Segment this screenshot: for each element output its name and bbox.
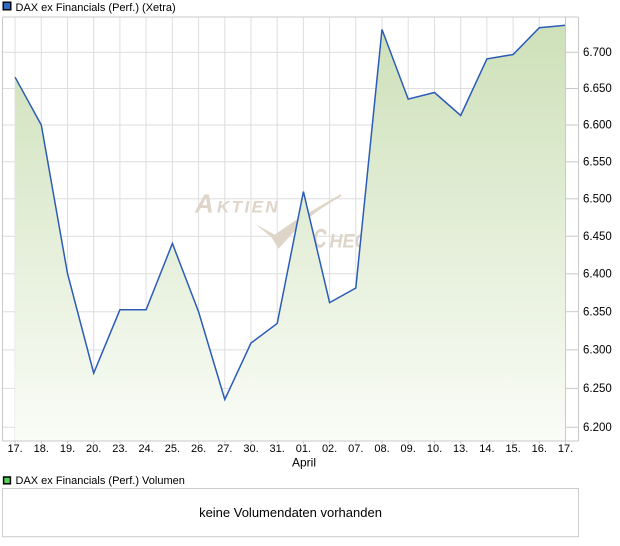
svg-text:6.350: 6.350 [583,306,612,318]
svg-text:01.: 01. [296,443,311,455]
svg-text:27.: 27. [217,443,232,455]
svg-text:17.: 17. [558,443,573,455]
svg-text:17.: 17. [7,443,22,455]
svg-text:6.400: 6.400 [583,269,612,281]
svg-text:keine Volumendaten vorhanden: keine Volumendaten vorhanden [199,505,382,520]
svg-text:6.450: 6.450 [583,231,612,243]
svg-text:6.650: 6.650 [583,83,612,95]
svg-text:18.: 18. [34,443,49,455]
svg-text:DAX ex Financials (Perf.) Volu: DAX ex Financials (Perf.) Volumen [16,475,185,487]
svg-text:6.700: 6.700 [583,47,612,59]
svg-text:April: April [292,455,316,469]
svg-text:14.: 14. [479,443,494,455]
svg-text:13.: 13. [453,443,468,455]
svg-text:19.: 19. [60,443,75,455]
svg-text:31.: 31. [270,443,285,455]
svg-text:A: A [194,188,214,218]
svg-text:6.500: 6.500 [583,194,612,206]
svg-text:6.200: 6.200 [583,422,612,434]
svg-text:DAX ex Financials (Perf.) (Xet: DAX ex Financials (Perf.) (Xetra) [16,2,176,14]
svg-text:6.550: 6.550 [583,157,612,169]
svg-text:02.: 02. [322,443,337,455]
svg-text:6.300: 6.300 [583,345,612,357]
svg-text:30.: 30. [243,443,258,455]
svg-text:KTIEN: KTIEN [217,197,280,216]
svg-text:10.: 10. [427,443,442,455]
svg-text:09.: 09. [401,443,416,455]
svg-text:08.: 08. [374,443,389,455]
svg-text:6.250: 6.250 [583,383,612,395]
svg-text:20.: 20. [86,443,101,455]
svg-text:24.: 24. [138,443,153,455]
svg-text:23.: 23. [112,443,127,455]
svg-text:15.: 15. [505,443,520,455]
svg-text:16.: 16. [532,443,547,455]
svg-text:26.: 26. [191,443,206,455]
svg-text:6.600: 6.600 [583,120,612,132]
svg-text:25.: 25. [165,443,180,455]
svg-text:07.: 07. [348,443,363,455]
